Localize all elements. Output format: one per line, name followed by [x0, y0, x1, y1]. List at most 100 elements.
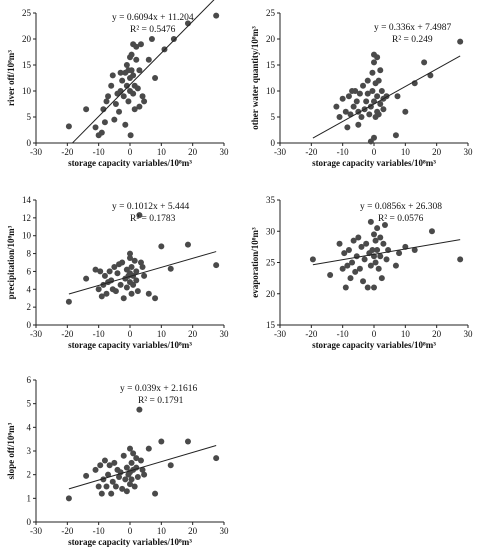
data-point [112, 483, 119, 490]
data-point [103, 98, 110, 105]
x-tick-label: 10 [157, 526, 167, 536]
x-tick-label: -20 [305, 329, 317, 339]
chart-evaporation: -30 -20 -10 0 10 20 30 15 20 25 30 35 storage capaci… [250, 195, 473, 350]
data-point [145, 290, 152, 297]
data-point [355, 121, 362, 128]
data-point [128, 51, 135, 58]
data-point [65, 123, 72, 130]
x-tick-label: 20 [432, 147, 442, 157]
y-tick-label: 5 [271, 112, 276, 122]
data-point [367, 262, 374, 269]
y-tick-label: 4 [27, 422, 32, 432]
data-point [120, 452, 127, 459]
chart-slope-off: -30 -20 -10 0 10 20 30 0 1 2 3 4 5 6 storage capacity … [6, 375, 229, 547]
y-tick-label: 1 [27, 493, 32, 503]
data-point [371, 231, 377, 238]
y-tick-label: 2 [27, 470, 32, 480]
x-tick-label: 10 [401, 147, 411, 157]
data-point [381, 222, 388, 228]
data-point [128, 459, 135, 466]
data-point [167, 462, 174, 469]
x-tick-label: -30 [274, 147, 286, 157]
y-tick-label: 0 [27, 138, 32, 148]
data-point [139, 93, 146, 100]
data-point [374, 247, 381, 253]
data-point [111, 263, 118, 270]
data-point [136, 103, 143, 110]
data-point [378, 275, 385, 282]
data-point [95, 483, 102, 490]
data-point [101, 457, 108, 464]
trend-line [312, 239, 461, 266]
data-point [105, 93, 112, 100]
y-axis-label: slope off/10⁸m³ [6, 422, 16, 479]
data-point [145, 445, 152, 452]
data-point [360, 278, 367, 285]
x-tick-label: 30 [220, 147, 230, 157]
data-point [133, 277, 140, 284]
data-point [213, 455, 220, 462]
x-tick-label: 0 [128, 329, 133, 339]
regression-equation: y = 0.0856x + 26.308 [360, 202, 442, 212]
y-axis-label: other water quantity/10⁸m³ [250, 26, 260, 130]
data-point [457, 38, 464, 45]
y-tick-label: 14 [22, 195, 32, 205]
y-tick-label: 5 [27, 399, 32, 409]
data-point [109, 478, 116, 485]
data-point [127, 255, 133, 262]
data-point [117, 281, 124, 288]
data-point [112, 101, 119, 107]
r-squared: R² = 0.1783 [130, 214, 176, 224]
y-tick-label: 4 [27, 284, 32, 294]
data-point [375, 111, 382, 118]
data-point [141, 98, 148, 105]
data-point [101, 272, 108, 279]
data-point [347, 275, 354, 282]
data-point [130, 72, 137, 79]
data-point [98, 293, 105, 300]
y-tick-label: 35 [266, 195, 276, 205]
data-point [352, 268, 359, 275]
x-tick-label: 20 [432, 329, 442, 339]
data-point [127, 132, 134, 139]
data-point [137, 457, 144, 464]
data-point [364, 90, 371, 97]
data-point [136, 406, 143, 413]
x-axis-label: storage capacity variables/10⁸m³ [312, 158, 436, 168]
data-point [128, 476, 135, 483]
x-tick-label: 10 [157, 147, 167, 157]
data-point [374, 93, 381, 100]
data-point [133, 56, 140, 63]
data-point [360, 82, 367, 89]
data-point [353, 253, 360, 260]
data-point [369, 88, 376, 94]
data-point [136, 67, 143, 74]
y-tick-label: 0 [271, 138, 276, 148]
x-tick-label: 20 [188, 526, 198, 536]
trend-line [71, 0, 215, 144]
x-tick-label: 10 [401, 329, 411, 339]
x-tick-label: 0 [372, 147, 377, 157]
data-point [377, 67, 384, 74]
x-tick-label: 30 [220, 526, 230, 536]
data-point [83, 106, 90, 113]
y-tick-label: 15 [266, 320, 276, 330]
regression-equation: y = 0.6094x + 11.204 [112, 13, 194, 23]
data-point [402, 108, 409, 115]
trend-line [312, 55, 461, 139]
x-axis-label: storage capacity variables/10⁸m³ [68, 340, 192, 350]
data-point [396, 250, 403, 257]
data-point [371, 284, 377, 291]
data-point [344, 262, 351, 269]
y-axis-label: precipitation/10⁸m³ [6, 225, 16, 299]
data-point [364, 77, 371, 84]
data-point [131, 106, 138, 113]
data-point [371, 134, 377, 141]
data-point [130, 450, 137, 457]
r-squared: R² = 0.1791 [138, 396, 184, 406]
data-point [130, 281, 137, 288]
x-tick-label: 10 [157, 329, 167, 339]
data-point [111, 116, 118, 123]
data-point [383, 256, 390, 263]
data-point [184, 241, 191, 248]
